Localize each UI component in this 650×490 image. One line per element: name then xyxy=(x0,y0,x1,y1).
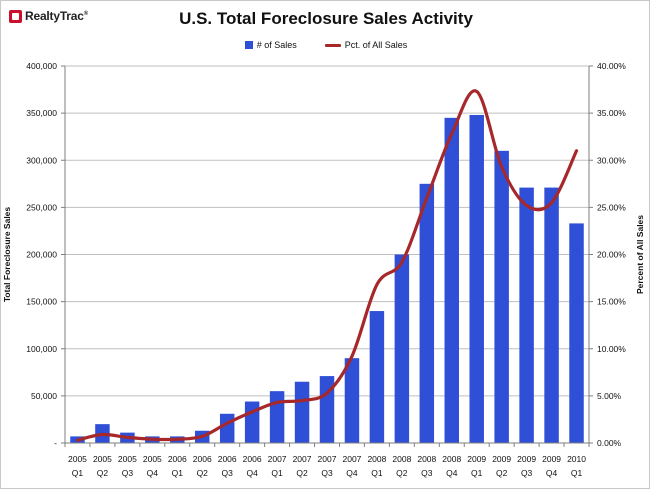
x-tick-label-year: 2005 xyxy=(93,454,112,464)
y2-tick-label: 35.00% xyxy=(597,108,626,118)
bar xyxy=(519,187,534,443)
y2-axis-title: Percent of All Sales xyxy=(635,215,645,294)
legend-swatch-line xyxy=(324,43,341,47)
bar xyxy=(469,115,484,443)
realtytrac-logo: RealtyTrac® xyxy=(9,9,88,23)
x-tick-label-quarter: Q2 xyxy=(396,468,408,478)
y-tick-label: 100,000 xyxy=(26,344,57,354)
legend-swatch-bar xyxy=(244,41,253,49)
x-tick-label-year: 2007 xyxy=(318,454,337,464)
x-tick-label-year: 2006 xyxy=(193,454,212,464)
bar xyxy=(369,311,385,443)
x-tick-label-quarter: Q4 xyxy=(346,468,358,478)
x-tick-label-quarter: Q2 xyxy=(496,468,508,478)
x-tick-label-quarter: Q2 xyxy=(296,468,308,478)
bar xyxy=(294,381,310,443)
x-tick-label-year: 2009 xyxy=(467,454,486,464)
x-tick-label-year: 2008 xyxy=(367,454,386,464)
x-tick-label-year: 2009 xyxy=(542,454,561,464)
x-tick-label-quarter: Q1 xyxy=(271,468,283,478)
x-tick-label-year: 2006 xyxy=(168,454,187,464)
x-tick-label-year: 2007 xyxy=(293,454,312,464)
legend-label-sales: # of Sales xyxy=(256,40,297,50)
x-tick-label-year: 2008 xyxy=(442,454,461,464)
x-tick-label-year: 2006 xyxy=(218,454,237,464)
x-tick-label-quarter: Q1 xyxy=(72,468,84,478)
y-tick-label: - xyxy=(54,438,57,448)
y2-tick-label: 40.00% xyxy=(597,61,626,71)
y-tick-label: 400,000 xyxy=(26,61,57,71)
x-tick-label-quarter: Q4 xyxy=(147,468,159,478)
x-tick-label-year: 2009 xyxy=(492,454,511,464)
x-tick-label-quarter: Q3 xyxy=(122,468,134,478)
bar xyxy=(494,150,509,443)
x-tick-label-year: 2008 xyxy=(392,454,411,464)
y-tick-label: 350,000 xyxy=(26,108,57,118)
bar xyxy=(344,358,360,443)
y-tick-label: 150,000 xyxy=(26,297,57,307)
bar xyxy=(319,376,335,443)
legend-item-pct: Pct. of All Sales xyxy=(324,40,408,50)
y2-tick-label: 10.00% xyxy=(597,344,626,354)
y2-tick-label: 5.00% xyxy=(597,391,622,401)
bar xyxy=(244,401,260,443)
y2-tick-label: 20.00% xyxy=(597,250,626,260)
x-tick-label-year: 2007 xyxy=(342,454,361,464)
bar xyxy=(544,187,559,443)
x-tick-label-quarter: Q4 xyxy=(246,468,258,478)
bar xyxy=(219,413,235,443)
y2-tick-label: 25.00% xyxy=(597,202,626,212)
x-tick-label-quarter: Q3 xyxy=(521,468,533,478)
y-tick-label: 300,000 xyxy=(26,155,57,165)
y2-tick-label: 15.00% xyxy=(597,297,626,307)
chart-title: U.S. Total Foreclosure Sales Activity xyxy=(179,9,473,28)
x-tick-label-quarter: Q4 xyxy=(446,468,458,478)
x-tick-label-year: 2006 xyxy=(243,454,262,464)
x-tick-label-quarter: Q1 xyxy=(172,468,184,478)
bar xyxy=(269,391,285,443)
x-tick-label-quarter: Q1 xyxy=(371,468,383,478)
x-tick-label-quarter: Q4 xyxy=(546,468,558,478)
x-tick-label-year: 2005 xyxy=(68,454,87,464)
x-tick-label-year: 2010 xyxy=(567,454,586,464)
pct-line xyxy=(75,89,579,442)
y-tick-label: 250,000 xyxy=(26,202,57,212)
x-tick-label-year: 2008 xyxy=(417,454,436,464)
bar xyxy=(569,223,584,443)
legend-item-sales: # of Sales xyxy=(244,40,297,50)
x-tick-label-quarter: Q2 xyxy=(197,468,209,478)
bar xyxy=(444,117,459,444)
x-tick-label-quarter: Q1 xyxy=(571,468,583,478)
legend-label-pct: Pct. of All Sales xyxy=(344,40,408,50)
logo-mark-icon xyxy=(9,9,22,23)
x-tick-label-quarter: Q3 xyxy=(222,468,234,478)
y2-tick-label: 30.00% xyxy=(597,155,626,165)
x-tick-label-quarter: Q2 xyxy=(97,468,109,478)
x-tick-label-quarter: Q3 xyxy=(321,468,333,478)
x-tick-label-quarter: Q1 xyxy=(471,468,483,478)
y-tick-label: 50,000 xyxy=(31,391,57,401)
y-tick-label: 200,000 xyxy=(26,250,57,260)
y-axis-title: Total Foreclosure Sales xyxy=(2,207,12,303)
x-tick-label-quarter: Q3 xyxy=(421,468,433,478)
bar xyxy=(394,254,410,443)
x-tick-label-year: 2007 xyxy=(268,454,287,464)
bar xyxy=(419,183,435,443)
x-tick-label-year: 2009 xyxy=(517,454,536,464)
chart-legend: # of Sales Pct. of All Sales xyxy=(1,40,650,50)
y2-tick-label: 0.00% xyxy=(597,438,622,448)
logo-text: RealtyTrac® xyxy=(25,9,88,23)
x-tick-label-year: 2005 xyxy=(143,454,162,464)
x-tick-label-year: 2005 xyxy=(118,454,137,464)
